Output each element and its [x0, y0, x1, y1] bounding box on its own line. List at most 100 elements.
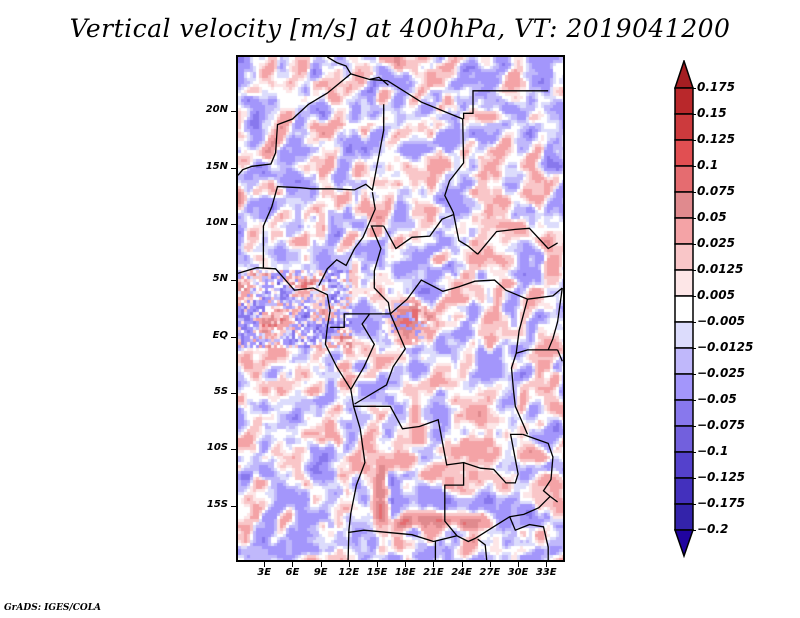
colorbar-tick: [692, 322, 696, 323]
colorbar-box: [674, 113, 694, 141]
x-tick-label: 3E: [257, 567, 272, 578]
y-tick-label: 15S: [206, 498, 228, 510]
border-line: [389, 279, 528, 315]
colorbar-tick: [692, 452, 696, 453]
colorbar-box: [674, 243, 694, 271]
border-line: [330, 313, 391, 329]
x-tick-mark: [292, 562, 294, 567]
colorbar-box: [674, 321, 694, 349]
colorbar-box: [674, 217, 694, 245]
y-tick-label: EQ: [212, 329, 228, 341]
x-tick-label: 33E: [535, 567, 557, 578]
colorbar-box: [674, 269, 694, 297]
x-tick-mark: [518, 562, 519, 567]
colorbar-tick: [692, 478, 696, 479]
colorbar-label: −0.05: [697, 392, 737, 406]
y-tick-label: 5N: [212, 273, 228, 285]
border-line: [354, 313, 407, 405]
colorbar-label: −0.1: [697, 444, 729, 458]
y-tick-mark: [231, 336, 236, 338]
colorbar-tick: [692, 296, 696, 297]
x-tick-label: 12E: [338, 567, 360, 578]
border-line: [350, 313, 376, 390]
x-tick-label: 9E: [313, 567, 328, 578]
border-line: [475, 495, 551, 539]
colorbar-label: 0.05: [697, 210, 727, 224]
colorbar-tick: [692, 374, 696, 375]
y-tick-mark: [231, 393, 236, 394]
colorbar-label: −0.0125: [697, 340, 754, 354]
border-line: [262, 104, 385, 268]
x-tick-label: 30E: [507, 567, 529, 578]
chart-title: Vertical velocity [m/s] at 400hPa, VT: 2…: [69, 14, 731, 43]
border-line: [238, 267, 366, 560]
border-line: [353, 405, 477, 543]
colorbar-tick: [692, 244, 696, 245]
colorbar-label: −0.175: [697, 496, 746, 510]
x-tick-label: 15E: [366, 567, 388, 578]
border-line: [510, 299, 529, 435]
colorbar-tick: [692, 504, 696, 505]
x-tick-mark: [433, 562, 435, 567]
border-line: [509, 516, 549, 560]
border-line: [463, 433, 523, 484]
country-borders: [238, 57, 563, 560]
colorbar-box: [674, 451, 694, 479]
y-tick-label: 20N: [205, 104, 228, 116]
x-tick-mark: [489, 562, 491, 567]
colorbar-tick: [692, 426, 696, 427]
border-line: [477, 538, 488, 560]
colorbar-label: −0.125: [697, 470, 746, 484]
colorbar-tick: [692, 218, 696, 219]
x-tick-mark: [405, 562, 407, 567]
x-tick-label: 6E: [285, 567, 300, 578]
colorbar-label: −0.2: [697, 522, 729, 536]
y-tick-mark: [231, 505, 236, 507]
x-tick-label: 24E: [451, 567, 472, 578]
border-line: [556, 349, 563, 362]
colorbar-label: 0.075: [697, 184, 735, 198]
colorbar-tick: [692, 114, 696, 115]
colorbar-box: [674, 373, 694, 401]
colorbar-box: [674, 347, 694, 375]
colorbar-label: 0.005: [697, 288, 735, 302]
colorbar-extend-max: [673, 60, 695, 89]
x-tick-mark: [377, 562, 378, 567]
border-line: [527, 287, 563, 300]
colorbar-tick: [692, 400, 696, 401]
y-tick-mark: [231, 280, 236, 282]
x-tick-label: 18E: [394, 567, 416, 578]
colorbar-label: −0.005: [697, 314, 746, 328]
y-tick-label: 15N: [205, 160, 228, 172]
colorbar-label: 0.0125: [697, 262, 744, 276]
x-tick-mark: [264, 562, 266, 567]
colorbar-label: 0.025: [697, 236, 735, 250]
colorbar: [673, 60, 695, 559]
border-line: [522, 433, 558, 503]
x-tick-label: 21E: [423, 567, 444, 578]
y-tick-label: 10N: [205, 217, 228, 228]
y-tick-mark: [231, 111, 236, 113]
x-tick-mark: [461, 562, 463, 567]
colorbar-box: [674, 295, 694, 323]
border-line: [238, 73, 389, 176]
y-tick-mark: [231, 224, 236, 225]
border-line: [547, 287, 563, 351]
colorbar-box: [674, 165, 694, 193]
y-tick-mark: [231, 167, 236, 169]
grads-credit: GrADS: IGES/COLA: [4, 603, 102, 613]
border-line: [462, 90, 549, 119]
colorbar-tick: [692, 88, 696, 89]
x-tick-mark: [320, 562, 322, 567]
border-line: [383, 214, 454, 250]
y-tick-label: 10S: [206, 442, 228, 454]
colorbar-tick: [692, 270, 696, 271]
colorbar-label: −0.025: [697, 366, 746, 380]
colorbar-tick: [692, 140, 696, 141]
colorbar-box: [674, 191, 694, 219]
x-tick-mark: [348, 562, 350, 567]
colorbar-tick: [692, 530, 696, 531]
y-tick-mark: [231, 449, 236, 451]
colorbar-label: 0.125: [697, 132, 735, 146]
colorbar-box: [674, 399, 694, 427]
